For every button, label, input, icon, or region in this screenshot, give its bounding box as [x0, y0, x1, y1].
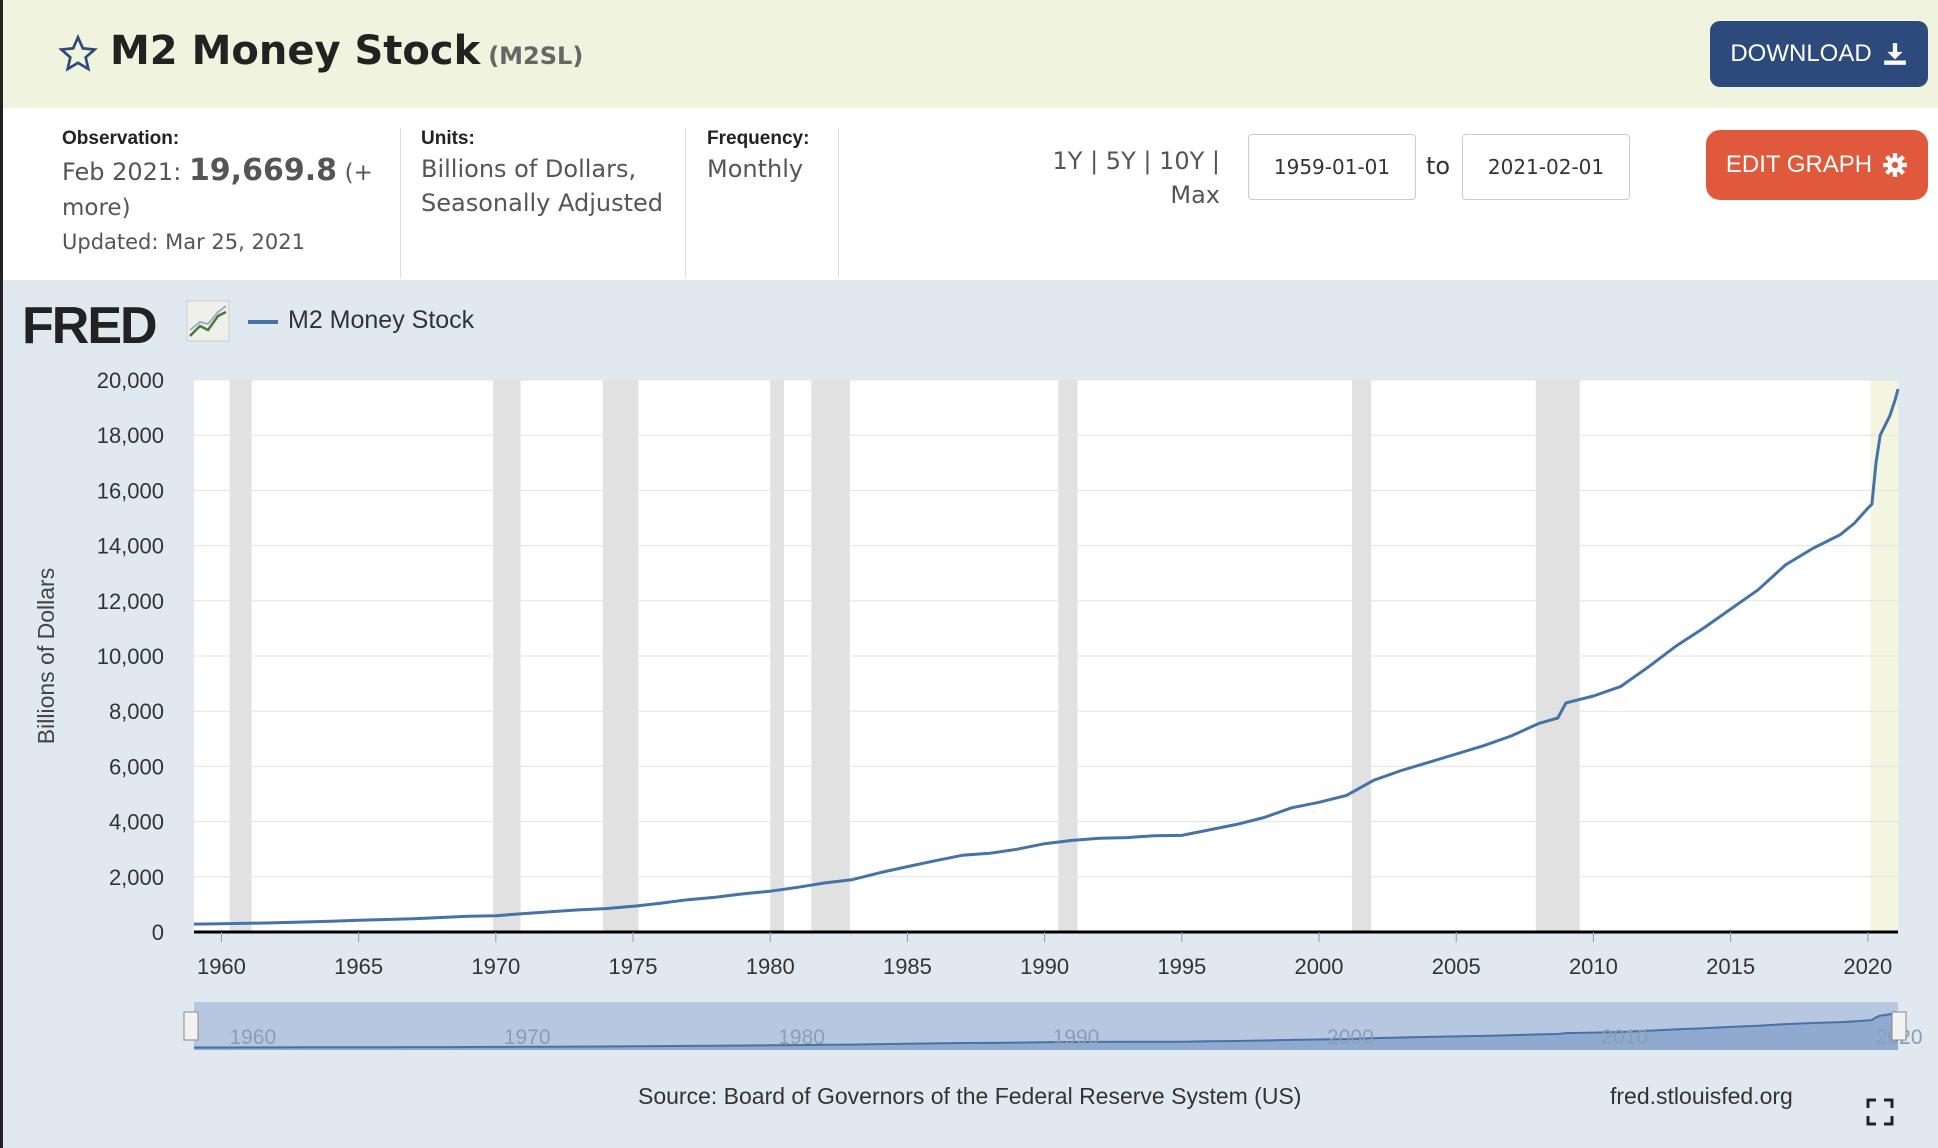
fullscreen-icon[interactable]	[1866, 1098, 1894, 1126]
navigator-tick-label: 1960	[229, 1026, 276, 1049]
updated-date: Updated: Mar 25, 2021	[62, 230, 305, 254]
series-meta: Observation: Feb 2021: 19,669.8 (+ more)…	[0, 108, 1938, 280]
units-line-1: Billions of Dollars,	[421, 155, 637, 183]
page-title: M2 Money Stock (M2SL)	[110, 28, 583, 74]
x-tick-label: 2020	[1843, 954, 1892, 979]
fred-logo[interactable]: FRED	[22, 297, 158, 355]
units-block: Units: Billions of Dollars, Seasonally A…	[421, 128, 681, 220]
navigator-tick-label: 2010	[1601, 1026, 1648, 1049]
units-label: Units:	[421, 128, 475, 149]
y-tick-label: 14,000	[97, 534, 164, 559]
navigator-tick-label: 2000	[1327, 1026, 1374, 1049]
frequency-value: Monthly	[707, 155, 804, 183]
series-header: M2 Money Stock (M2SL) DOWNLOAD	[0, 0, 1938, 108]
edit-graph-label: EDIT GRAPH	[1725, 151, 1873, 178]
line-chart[interactable]: 0 2,000 4,000 6,000 8,000 10,000 12,000 14,000 1…	[0, 280, 1938, 1070]
y-tick-label: 0	[152, 920, 164, 945]
observation-more-link[interactable]: (+ more)	[62, 160, 373, 221]
left-border	[0, 0, 3, 1148]
download-icon	[1883, 43, 1906, 65]
navigator-tick-label: 1990	[1053, 1026, 1100, 1049]
range-5y-link[interactable]: 5Y	[1105, 147, 1136, 175]
x-tick-label: 2000	[1295, 954, 1344, 979]
x-tick-label: 2010	[1569, 954, 1618, 979]
end-date-input[interactable]: 2021-02-01	[1462, 134, 1630, 200]
divider	[685, 128, 686, 278]
download-label: DOWNLOAD	[1730, 40, 1872, 67]
x-tick-label: 1965	[334, 954, 383, 979]
edit-graph-button[interactable]: EDIT GRAPH	[1706, 130, 1928, 200]
x-tick-label: 1990	[1020, 954, 1069, 979]
y-tick-label: 20,000	[97, 368, 164, 393]
navigator-series-area	[194, 1012, 1898, 1050]
divider	[838, 128, 839, 278]
y-tick-label: 6,000	[109, 754, 164, 779]
x-tick-label: 2005	[1432, 954, 1481, 979]
series-line-m2[interactable]	[193, 388, 1900, 926]
navigator-tick-label: 1980	[778, 1026, 825, 1049]
site-link[interactable]: fred.stlouisfed.org	[1610, 1083, 1793, 1109]
range-10y-link[interactable]: 10Y	[1159, 147, 1205, 175]
x-tick-label: 2015	[1706, 954, 1755, 979]
legend-swatch	[248, 320, 278, 324]
download-button[interactable]: DOWNLOAD	[1710, 21, 1928, 87]
gear-icon	[1883, 153, 1908, 177]
navigator-handle-left[interactable]	[183, 1011, 199, 1041]
y-tick-label: 8,000	[109, 699, 164, 724]
to-label: to	[1426, 152, 1451, 180]
navigator-tick-label: 1970	[504, 1026, 551, 1049]
y-tick-label: 16,000	[97, 478, 164, 503]
frequency-label: Frequency:	[707, 128, 810, 149]
star-icon[interactable]	[58, 34, 98, 74]
navigator-series-line	[194, 1011, 1899, 1049]
range-1y-link[interactable]: 1Y	[1052, 147, 1083, 175]
range-max-link[interactable]: Max	[1170, 181, 1220, 209]
x-tick-label: 1975	[609, 954, 658, 979]
date-range-presets: 1Y | 5Y | 10Y | Max	[1052, 147, 1220, 209]
legend-label[interactable]: M2 Money Stock	[288, 306, 475, 334]
x-tick-label: 1995	[1157, 954, 1206, 979]
observation-date: Feb 2021:	[62, 158, 182, 186]
y-axis-label: Billions of Dollars	[33, 568, 59, 744]
observation-label: Observation:	[62, 128, 180, 149]
units-line-2: Seasonally Adjusted	[421, 189, 664, 217]
start-date-input[interactable]: 1959-01-01	[1248, 134, 1416, 200]
x-tick-label: 1970	[471, 954, 520, 979]
series-id: (M2SL)	[488, 42, 584, 70]
x-tick-label: 1960	[197, 954, 246, 979]
y-tick-label: 10,000	[97, 644, 164, 669]
y-tick-label: 18,000	[97, 423, 164, 448]
frequency-block: Frequency: Monthly	[707, 128, 827, 186]
fred-chart-logo-icon	[186, 300, 230, 342]
divider	[400, 128, 401, 278]
y-tick-label: 12,000	[97, 589, 164, 614]
y-tick-label: 2,000	[109, 865, 164, 890]
series-title: M2 Money Stock	[110, 28, 481, 74]
x-tick-label: 1985	[883, 954, 932, 979]
observation-value: 19,669.8	[188, 153, 337, 188]
source-note[interactable]: Source: Board of Governors of the Federa…	[638, 1083, 1302, 1109]
observation-block: Observation: Feb 2021: 19,669.8 (+ more)…	[62, 128, 392, 259]
y-tick-label: 4,000	[109, 810, 164, 835]
x-tick-label: 1980	[746, 954, 795, 979]
navigator-handle-right[interactable]	[1891, 1011, 1907, 1041]
